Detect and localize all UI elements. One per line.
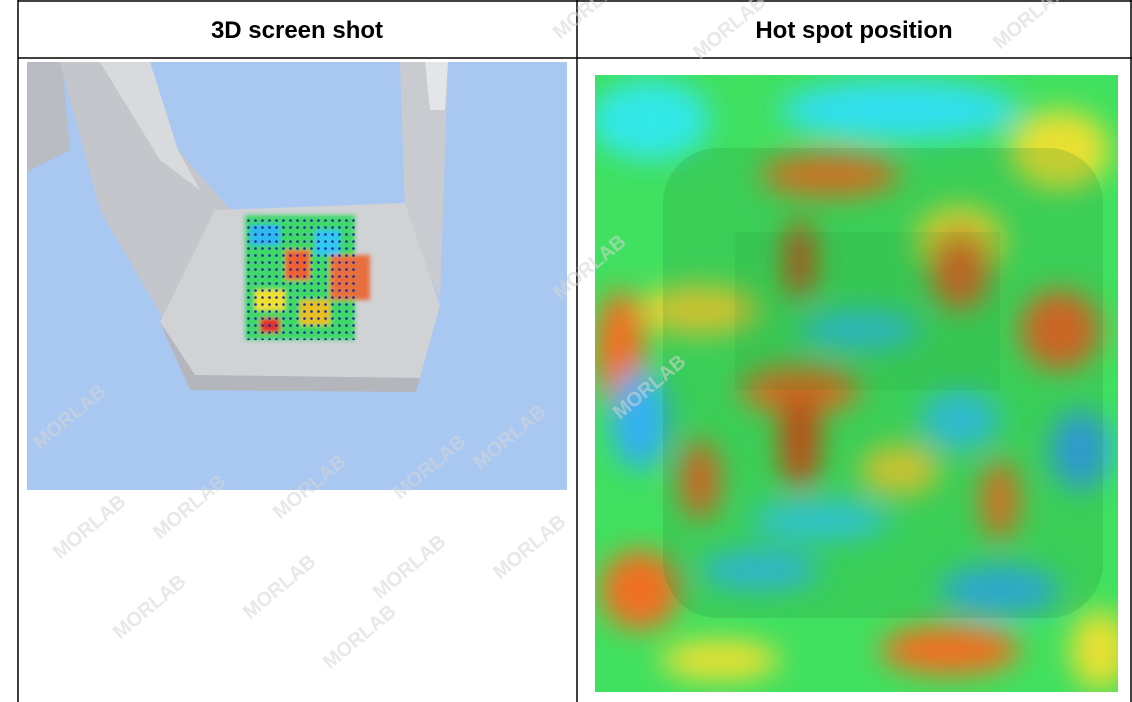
watermark: MORLAB <box>549 0 630 44</box>
watermark: MORLAB <box>239 551 320 624</box>
column-header: 3D screen shot <box>211 17 383 44</box>
watermark: MORLAB <box>109 571 190 644</box>
watermark: MORLAB <box>369 531 450 604</box>
watermark: MORLAB <box>319 601 400 674</box>
hotspot-heatmap <box>595 75 1118 692</box>
column-header: Hot spot position <box>755 17 952 44</box>
watermark: MORLAB <box>489 511 570 584</box>
table-borders <box>17 0 1132 702</box>
watermark: MORLAB <box>49 491 130 564</box>
screenshot-image <box>27 62 567 490</box>
watermark: MORLAB <box>989 0 1070 54</box>
